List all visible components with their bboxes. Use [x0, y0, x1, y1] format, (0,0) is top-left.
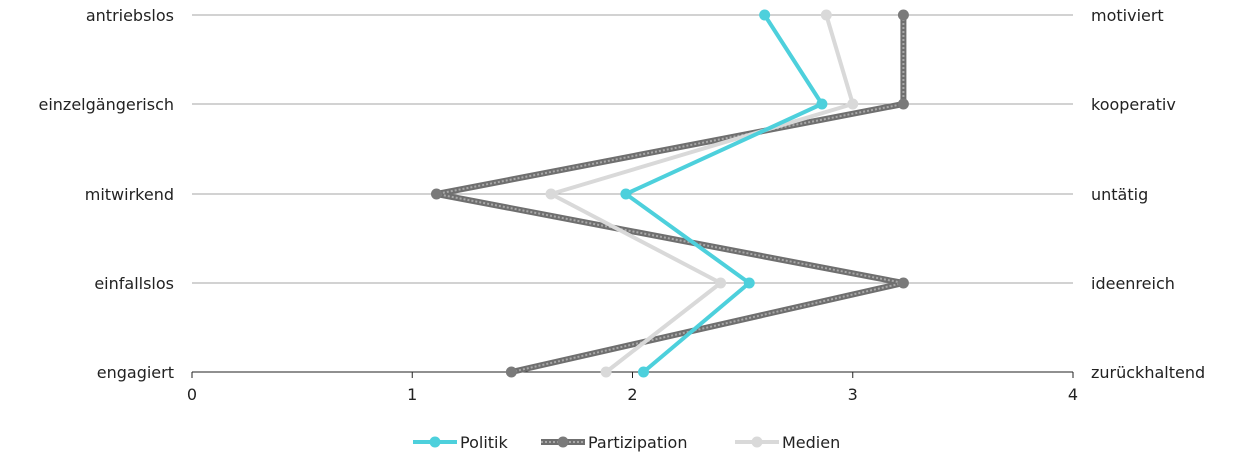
- data-point: [820, 9, 832, 21]
- legend-swatch-marker: [557, 436, 569, 448]
- category-labels: antriebslos einzelgängerisch mitwirkend ein…: [38, 6, 1205, 382]
- right-category-label: ideenreich: [1091, 274, 1175, 293]
- data-point: [430, 188, 442, 200]
- data-point: [847, 98, 859, 110]
- data-point: [638, 366, 650, 378]
- legend: Politik Partizipation Medien: [413, 433, 840, 452]
- data-point: [897, 98, 909, 110]
- series-medien: [545, 9, 859, 378]
- gridlines: [192, 14, 1073, 284]
- x-tick-label: 2: [627, 385, 637, 404]
- data-point: [897, 9, 909, 21]
- x-tick-label: 0: [187, 385, 197, 404]
- data-point: [620, 188, 632, 200]
- right-category-label: zurückhaltend: [1091, 363, 1205, 382]
- legend-label: Medien: [782, 433, 840, 452]
- data-point: [715, 277, 727, 289]
- x-tick-label: 3: [848, 385, 858, 404]
- legend-item-partizipation: Partizipation: [541, 433, 687, 452]
- x-tick-label: 1: [407, 385, 417, 404]
- x-axis: 0 1 2 3 4: [187, 371, 1078, 404]
- legend-item-medien: Medien: [735, 433, 840, 452]
- data-point: [759, 9, 771, 21]
- legend-swatch-marker: [429, 436, 441, 448]
- series-politik: [620, 9, 828, 378]
- left-category-label: einzelgängerisch: [38, 95, 174, 114]
- legend-swatch-marker: [751, 436, 763, 448]
- data-point: [743, 277, 755, 289]
- left-category-label: antriebslos: [86, 6, 174, 25]
- data-point: [897, 277, 909, 289]
- legend-item-politik: Politik: [413, 433, 508, 452]
- right-category-label: kooperativ: [1091, 95, 1176, 114]
- data-point: [545, 188, 557, 200]
- left-category-label: mitwirkend: [85, 185, 174, 204]
- left-category-label: einfallslos: [94, 274, 174, 293]
- x-tick-label: 4: [1068, 385, 1078, 404]
- series-group: [430, 9, 909, 378]
- data-point: [816, 98, 828, 110]
- data-point: [505, 366, 517, 378]
- series-partizipation: [430, 9, 909, 378]
- legend-label: Partizipation: [588, 433, 687, 452]
- data-point: [600, 366, 612, 378]
- left-category-label: engagiert: [97, 363, 174, 382]
- right-category-label: untätig: [1091, 185, 1148, 204]
- right-category-label: motiviert: [1091, 6, 1164, 25]
- legend-label: Politik: [460, 433, 508, 452]
